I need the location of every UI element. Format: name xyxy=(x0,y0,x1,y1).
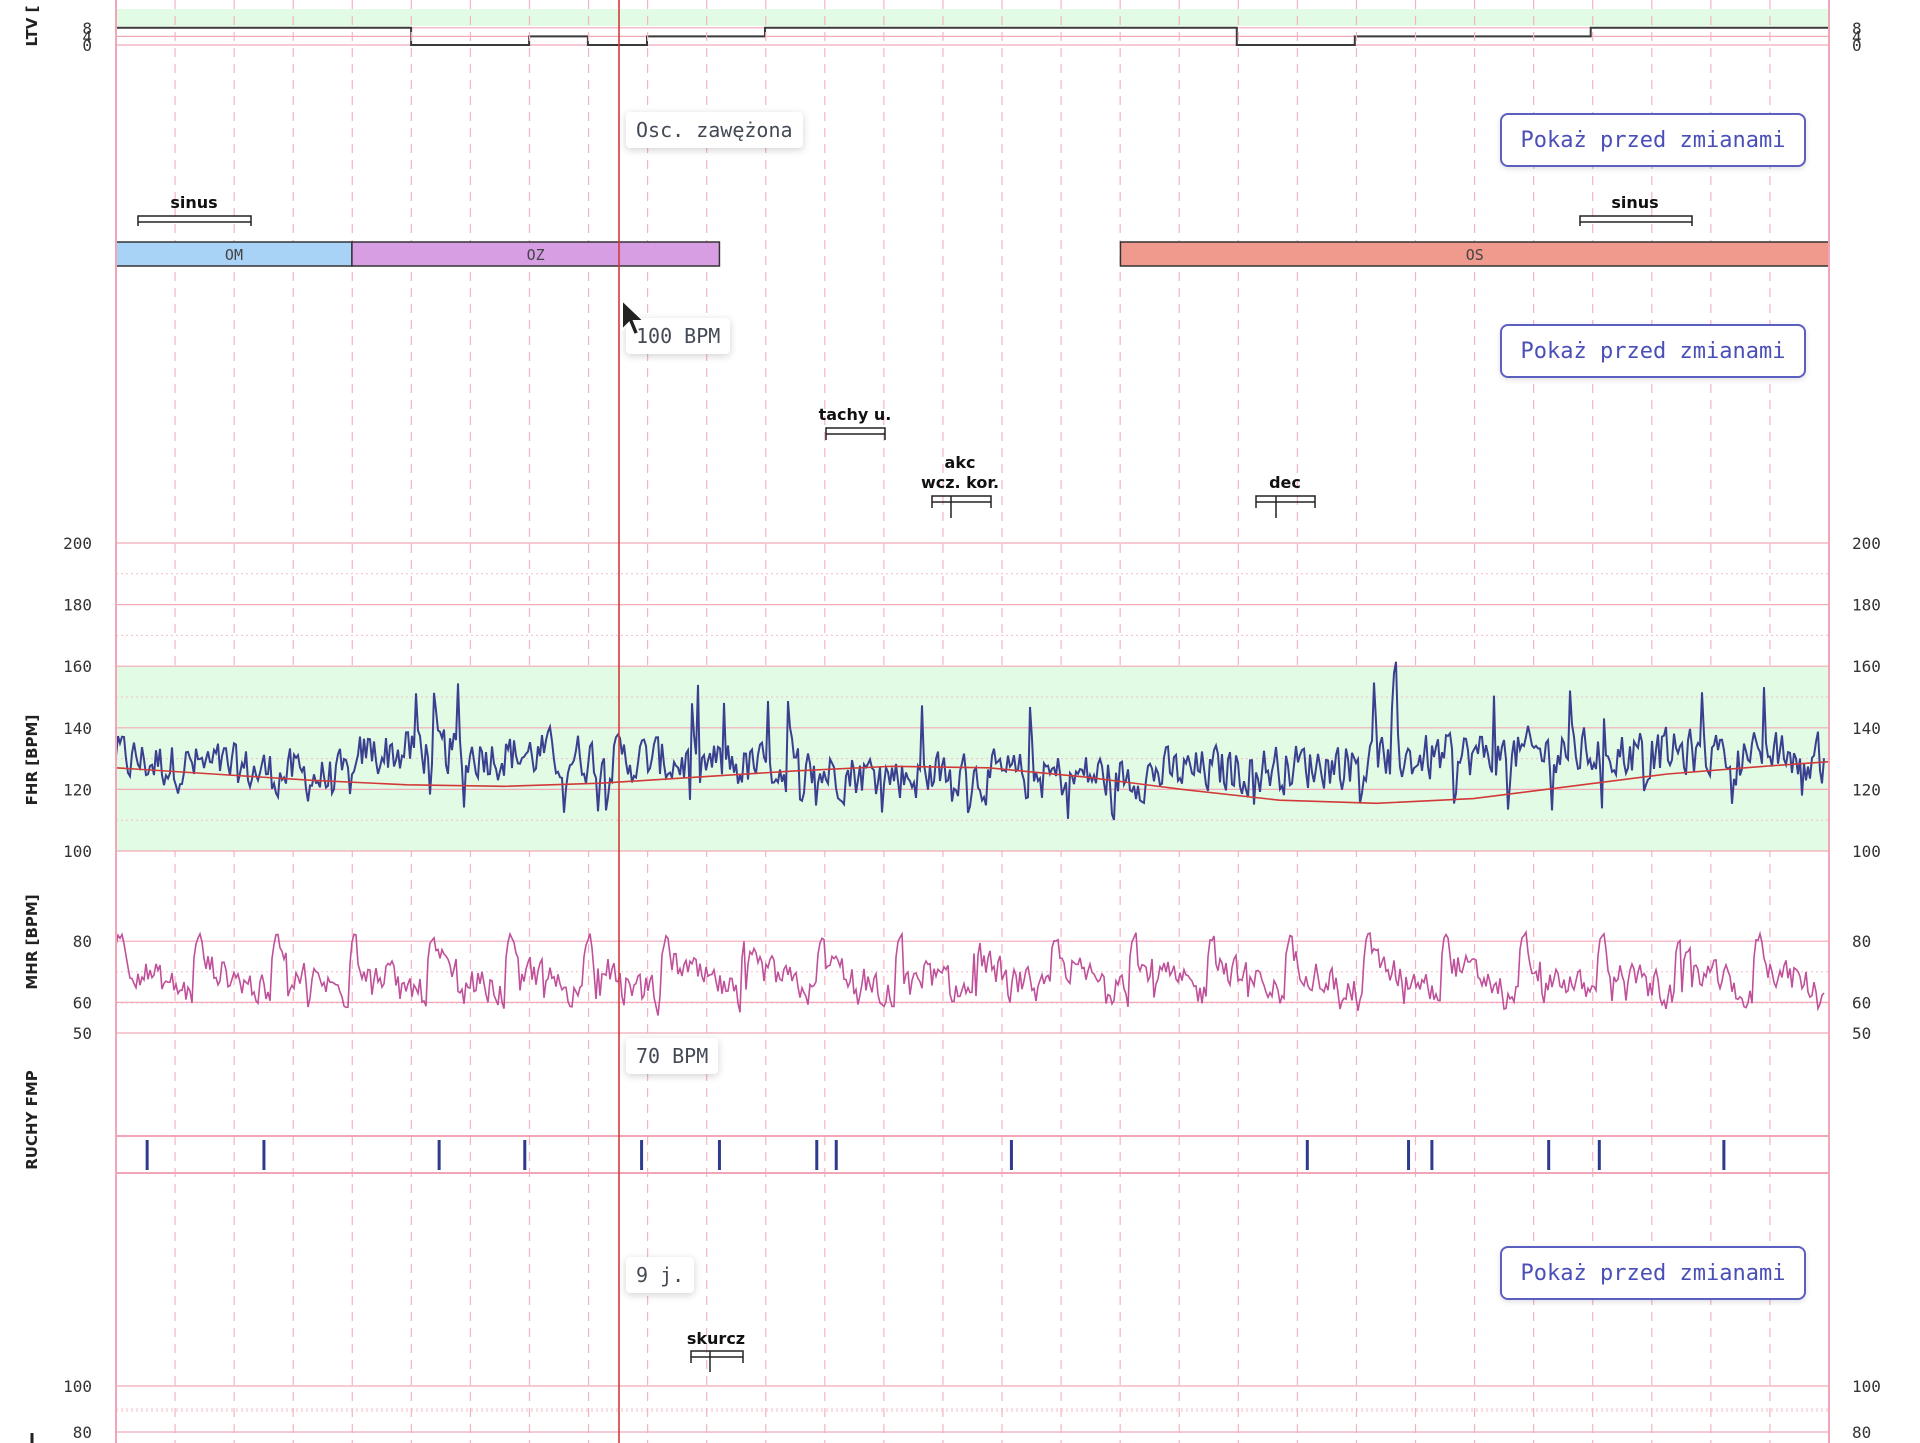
fhr-events: tachy u. akc wcz. kor. dec xyxy=(819,405,1316,518)
toco-tick-right: 100 xyxy=(1852,1377,1881,1396)
mhr-tick-left: 80 xyxy=(73,932,92,951)
fhr-series-line xyxy=(115,661,1825,821)
sinus-label-left: sinus xyxy=(170,193,217,212)
fhr-panel: 100 100 120 120 140 140 160 160 180 180 200 200 FHR… xyxy=(23,534,1881,861)
dec-bracket xyxy=(1255,495,1316,518)
toco-value-pill: 9 j. xyxy=(626,1257,695,1293)
segment-label-os: OS xyxy=(1466,246,1484,264)
mouse-pointer-icon xyxy=(621,298,647,337)
fhr-tick-left: 180 xyxy=(63,596,92,615)
segment-os xyxy=(1119,241,1830,267)
skurcz-event: skurcz xyxy=(687,1329,745,1372)
fhr-tick-left: 160 xyxy=(63,657,92,676)
fhr-tick-right: 200 xyxy=(1852,534,1881,553)
mhr-tick-right: 60 xyxy=(1852,993,1871,1012)
ltv-axis-label: LTV [ xyxy=(23,6,41,47)
toco-tick-left: 80 xyxy=(73,1423,92,1442)
ltv-tick-left: 0 xyxy=(82,36,92,55)
ltv-panel: LTV [ 0 04 48 8 xyxy=(23,6,1862,56)
dec-label: dec xyxy=(1269,473,1301,492)
fhr-tick-right: 160 xyxy=(1852,657,1881,676)
ltv-tick-left: 4 xyxy=(82,27,92,46)
pattern-row: sinus sinus OM OZ OS xyxy=(115,193,1830,267)
segment-label-oz: OZ xyxy=(527,246,545,264)
sinus-annotation-right: sinus xyxy=(1579,193,1693,226)
mhr-value-pill: 70 BPM xyxy=(626,1038,719,1074)
sinus-annotation-left: sinus xyxy=(137,193,252,226)
mhr-tick-right: 80 xyxy=(1852,932,1871,951)
sinus-label-right: sinus xyxy=(1611,193,1658,212)
mhr-tick-right: 50 xyxy=(1852,1024,1871,1043)
toco-grid: 80 80 100 100 xyxy=(63,1377,1881,1442)
fhr-tick-right: 100 xyxy=(1852,842,1881,861)
mhr-grid: 50 50 60 60 80 80 xyxy=(73,932,1872,1043)
ltv-tick-right: 4 xyxy=(1852,27,1862,46)
fhr-tick-right: 140 xyxy=(1852,719,1881,738)
fmp-panel: RUCHY FMP xyxy=(23,1070,1829,1174)
akc-label: akc xyxy=(945,453,976,472)
tachy-label: tachy u. xyxy=(819,405,892,424)
skurcz-bracket xyxy=(690,1350,744,1372)
fhr-tick-right: 180 xyxy=(1852,596,1881,615)
toco-tick-right: 80 xyxy=(1852,1423,1871,1442)
sinus-bracket-right xyxy=(1579,215,1693,226)
mhr-tick-left: 60 xyxy=(73,993,92,1012)
segment-label-om: OM xyxy=(225,246,243,264)
mhr-panel: 50 50 60 60 80 80 MHR [BPM] xyxy=(23,894,1871,1043)
osc-pill: Osc. zawężona xyxy=(626,112,803,148)
show-before-changes-button-1[interactable]: Pokaż przed zmianami xyxy=(1500,113,1806,167)
fhr-baseline-line xyxy=(115,760,1830,805)
fhr-tick-left: 120 xyxy=(63,780,92,799)
show-before-changes-button-2[interactable]: Pokaż przed zmianami xyxy=(1500,324,1806,378)
tachy-bracket xyxy=(825,427,886,440)
mhr-series-line xyxy=(115,929,1825,1016)
fhr-tick-left: 140 xyxy=(63,719,92,738)
skurcz-label: skurcz xyxy=(687,1329,745,1348)
fmp-marks xyxy=(145,1140,1726,1170)
fhr-axis-label: FHR [BPM] xyxy=(23,715,41,806)
wcz-kor-label: wcz. kor. xyxy=(921,473,999,492)
ltv-tick-right: 0 xyxy=(1852,36,1862,55)
ltv-step-line xyxy=(116,26,1829,46)
fhr-tick-left: 200 xyxy=(63,534,92,553)
mhr-axis-label: MHR [BPM] xyxy=(23,894,41,989)
show-before-changes-button-3[interactable]: Pokaż przed zmianami xyxy=(1500,1246,1806,1300)
fhr-tick-left: 100 xyxy=(63,842,92,861)
segment-oz xyxy=(351,241,721,267)
ltv-normal-band xyxy=(116,9,1829,26)
toco-tick-left: 100 xyxy=(63,1377,92,1396)
fhr-value-pill: 100 BPM xyxy=(626,318,731,354)
ltv-tick-left: 8 xyxy=(82,19,92,38)
fhr-tick-right: 120 xyxy=(1852,780,1881,799)
mhr-tick-left: 50 xyxy=(73,1024,92,1043)
ltv-tick-right: 8 xyxy=(1852,19,1862,38)
fhr-grid: 100 100 120 120 140 140 160 160 180 180 200 200 xyxy=(63,534,1881,861)
fmp-axis-label: RUCHY FMP xyxy=(23,1070,41,1170)
akc-bracket xyxy=(931,495,992,518)
state-segments: OM OZ OS xyxy=(115,241,1830,267)
sinus-bracket-left xyxy=(137,215,252,226)
